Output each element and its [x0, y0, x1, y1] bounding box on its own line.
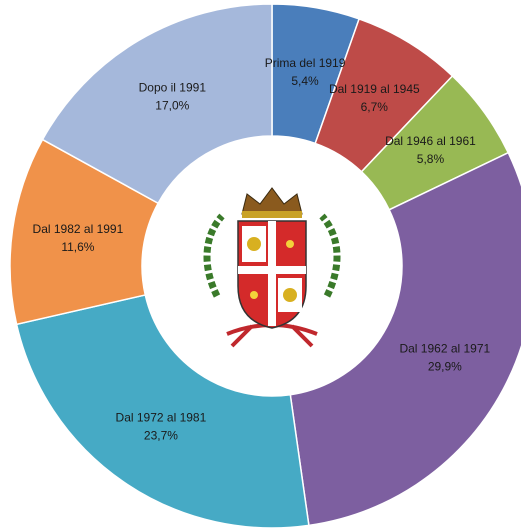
star [286, 240, 294, 248]
crown-band [242, 211, 302, 218]
slices [9, 3, 521, 528]
charge [283, 288, 297, 302]
slice-label: Dal 1946 al 1961 [385, 134, 476, 148]
slice-value-label: 29,9% [428, 360, 462, 374]
crown [241, 187, 303, 215]
charge [247, 237, 261, 251]
slice [289, 151, 521, 527]
star [250, 291, 258, 299]
slice-value-label: 17,0% [155, 98, 189, 112]
slice-value-label: 23,7% [144, 429, 178, 443]
slice-value-label: 5,8% [417, 152, 445, 166]
slice-value-label: 5,4% [291, 74, 319, 88]
emblem [203, 187, 341, 348]
slice-label: Dopo il 1991 [139, 80, 207, 94]
slice-label: Dal 1919 al 1945 [329, 82, 420, 96]
slice-label: Dal 1962 al 1971 [399, 342, 490, 356]
wreath [203, 213, 341, 298]
slice [9, 138, 160, 326]
slice [41, 3, 273, 205]
slice-value-label: 11,6% [61, 240, 94, 254]
slice-label: Dal 1972 al 1981 [116, 411, 207, 425]
slice [15, 294, 310, 528]
cross-h [238, 266, 306, 274]
slice-value-label: 6,7% [361, 100, 389, 114]
slice-label: Prima del 1919 [265, 56, 346, 70]
slice-label: Dal 1982 al 1991 [33, 222, 124, 236]
